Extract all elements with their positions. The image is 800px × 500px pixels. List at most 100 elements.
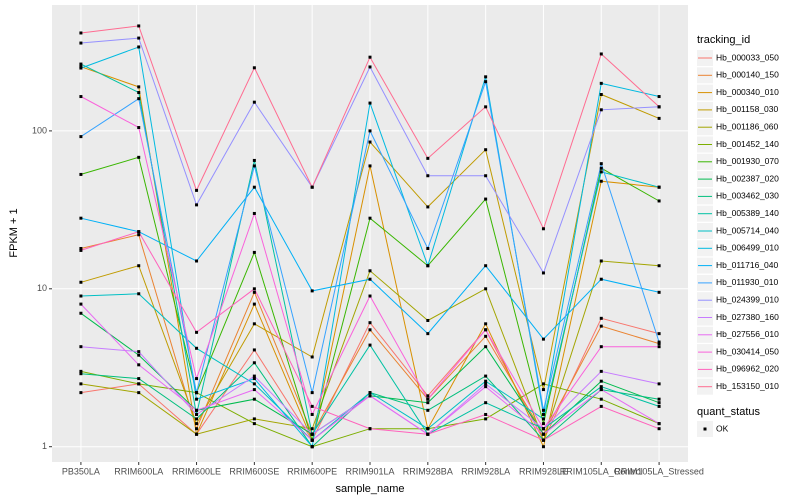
data-point [252, 361, 256, 365]
data-point [599, 259, 603, 263]
data-point [426, 205, 430, 209]
data-point [541, 417, 545, 421]
data-point [79, 246, 83, 250]
x-tick-label: RRIM600LE [172, 466, 221, 476]
data-point [252, 185, 256, 189]
data-point [79, 294, 83, 298]
data-point [310, 185, 314, 189]
data-point [137, 292, 141, 296]
legend-label: Hb_000340_010 [716, 87, 779, 97]
legend-label: Hb_003462_030 [716, 191, 779, 201]
data-point [599, 397, 603, 401]
data-point [79, 311, 83, 315]
data-point [541, 412, 545, 416]
y-axis-title: FPKM + 1 [8, 208, 20, 257]
data-point [657, 422, 661, 426]
data-point [137, 230, 141, 234]
data-point [195, 422, 199, 426]
data-point [79, 391, 83, 395]
data-point [484, 401, 488, 405]
data-point [137, 233, 141, 237]
data-point [137, 91, 141, 95]
legend-label: Hb_011930_010 [716, 277, 779, 287]
data-point [137, 363, 141, 367]
data-point [252, 158, 256, 162]
data-point [310, 445, 314, 449]
data-point [368, 55, 372, 59]
data-point [599, 388, 603, 392]
data-point [541, 432, 545, 436]
x-tick-label: RRIM600SE [229, 466, 279, 476]
data-point [195, 391, 199, 395]
legend-point [703, 427, 707, 431]
data-point [484, 345, 488, 349]
data-point [484, 264, 488, 268]
legend-label: Hb_002387_020 [716, 173, 779, 183]
data-point [657, 264, 661, 268]
point-legend-title: quant_status [697, 406, 760, 418]
data-point [252, 287, 256, 291]
x-tick-label: RRIM901LA [345, 466, 394, 476]
data-point [195, 346, 199, 350]
data-point [541, 388, 545, 392]
data-point [484, 148, 488, 152]
data-point [426, 401, 430, 405]
legend-label: Hb_027556_010 [716, 329, 779, 339]
data-point [252, 417, 256, 421]
data-point [195, 412, 199, 416]
data-point [599, 108, 603, 112]
data-point [368, 294, 372, 298]
data-point [79, 369, 83, 373]
data-point [657, 290, 661, 294]
data-point [541, 382, 545, 386]
data-point [368, 321, 372, 325]
data-point [657, 95, 661, 99]
data-point [310, 391, 314, 395]
data-point [484, 197, 488, 201]
data-point [195, 432, 199, 436]
data-point [368, 216, 372, 220]
data-point [137, 391, 141, 395]
data-point [657, 342, 661, 346]
data-point [599, 170, 603, 174]
x-tick-label: RRIM928LA [461, 466, 510, 476]
x-tick-label: RRIM928BA [403, 466, 453, 476]
data-point [79, 372, 83, 376]
data-point [310, 404, 314, 408]
data-point [426, 427, 430, 431]
data-point [599, 345, 603, 349]
legend-label: Hb_027380_160 [716, 312, 779, 322]
x-axis-title: sample_name [335, 483, 404, 495]
data-point [195, 259, 199, 263]
data-point [368, 140, 372, 144]
data-point [484, 174, 488, 178]
data-point [252, 290, 256, 294]
legend-label: Hb_024399_010 [716, 294, 779, 304]
x-tick-label: PB350LA [62, 466, 100, 476]
data-point [599, 277, 603, 281]
data-point [541, 408, 545, 412]
data-point [252, 374, 256, 378]
data-point [541, 427, 545, 431]
data-point [368, 65, 372, 69]
data-point [252, 100, 256, 104]
data-point [252, 382, 256, 386]
data-point [426, 156, 430, 160]
data-point [79, 95, 83, 99]
legend-label: Hb_001158_030 [716, 104, 779, 114]
legend-label: Hb_001452_140 [716, 139, 779, 149]
data-point [541, 271, 545, 275]
data-point [368, 277, 372, 281]
data-point [657, 105, 661, 109]
data-point [195, 188, 199, 192]
data-point [137, 126, 141, 130]
legend-label: Hb_030414_050 [716, 346, 779, 356]
data-point [599, 52, 603, 56]
data-point [252, 377, 256, 381]
data-point [657, 397, 661, 401]
data-point [484, 412, 488, 416]
data-point [484, 287, 488, 291]
data-point [79, 216, 83, 220]
data-point [137, 353, 141, 357]
data-point [599, 385, 603, 389]
